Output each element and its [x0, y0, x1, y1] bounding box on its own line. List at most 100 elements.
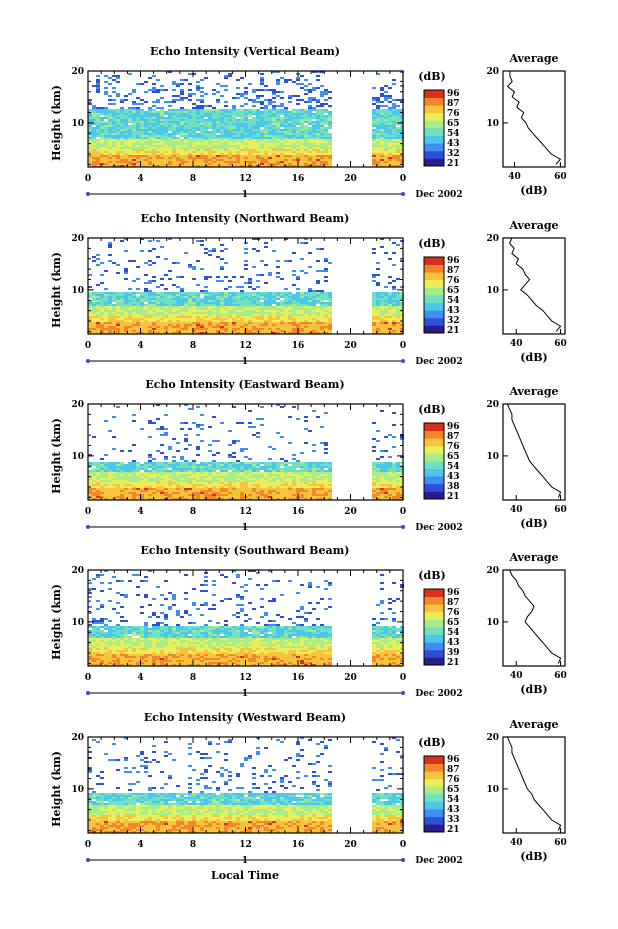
heatmap-cell — [372, 294, 376, 296]
heatmap-cell — [224, 117, 228, 119]
heatmap-cell — [240, 296, 244, 298]
heatmap-cell — [376, 159, 380, 161]
heatmap-cell — [100, 294, 104, 296]
heatmap-cell — [260, 139, 264, 141]
heatmap-cell — [168, 330, 172, 332]
heatmap-cell — [260, 308, 264, 310]
heatmap-cell — [176, 320, 180, 322]
heatmap-cell — [300, 131, 304, 133]
heatmap-cell — [308, 127, 312, 129]
heatmap-cell — [248, 312, 252, 314]
heatmap-cell — [396, 466, 400, 468]
heatmap-cell — [372, 316, 376, 318]
heatmap-cell — [260, 149, 264, 151]
heatmap-cell — [96, 304, 100, 306]
heatmap-cell — [324, 151, 328, 153]
heatmap-cell — [200, 316, 204, 318]
heatmap-cell — [184, 472, 188, 474]
heatmap-cell — [124, 143, 128, 145]
heatmap-cell — [212, 123, 216, 125]
heatmap-cell — [112, 448, 116, 450]
heatmap-cell — [316, 151, 320, 153]
heatmap-cell — [144, 123, 148, 125]
heatmap-cell — [224, 298, 228, 300]
heatmap-cell — [164, 332, 168, 334]
heatmap-cell — [184, 480, 188, 482]
heatmap-cell — [164, 428, 168, 430]
heatmap-cell — [308, 430, 312, 432]
heatmap-cell — [300, 470, 304, 472]
heatmap-cell — [112, 298, 116, 300]
heatmap-cell — [192, 314, 196, 316]
heatmap-cell — [88, 109, 92, 111]
heatmap-cell — [280, 328, 284, 330]
heatmap-cell — [284, 470, 288, 472]
heatmap-cell — [168, 294, 172, 296]
heatmap-cell — [248, 316, 252, 318]
heatmap-cell — [92, 119, 96, 121]
heatmap-cell — [132, 135, 136, 137]
heatmap-cell — [372, 304, 376, 306]
colorbar-tick-label: 43 — [447, 306, 460, 316]
heatmap-cell — [388, 159, 392, 161]
heatmap-cell — [376, 147, 380, 149]
heatmap-cell — [216, 308, 220, 310]
heatmap-cell — [292, 159, 296, 161]
heatmap-cell — [144, 330, 148, 332]
heatmap-cell — [396, 332, 400, 334]
heatmap-cell — [168, 448, 172, 450]
heatmap-cell — [196, 109, 200, 111]
heatmap-cell — [188, 149, 192, 151]
heatmap-cell — [88, 300, 92, 302]
heatmap-cell — [128, 464, 132, 466]
x-tick-label: 4 — [137, 174, 143, 184]
heatmap-cell — [188, 328, 192, 330]
heatmap-cell — [136, 113, 140, 115]
heatmap-cell — [284, 260, 288, 262]
heatmap-cell — [208, 250, 212, 252]
heatmap-cell — [144, 274, 148, 276]
heatmap-cell — [384, 137, 388, 139]
heatmap-cell — [152, 462, 156, 464]
heatmap-cell — [236, 332, 240, 334]
heatmap-cell — [200, 119, 204, 121]
heatmap-cell — [180, 145, 184, 147]
heatmap-cell — [120, 478, 124, 480]
heatmap-cell — [312, 472, 316, 474]
heatmap-cell — [136, 117, 140, 119]
heatmap-cell — [328, 302, 332, 304]
date-bar-end — [401, 192, 405, 196]
heatmap-cell — [136, 103, 140, 105]
heatmap-cell — [308, 326, 312, 328]
heatmap-cell — [164, 258, 168, 260]
heatmap-cell — [240, 304, 244, 306]
heatmap-cell — [392, 324, 396, 326]
heatmap-cell — [116, 406, 120, 408]
heatmap-cell — [304, 476, 308, 478]
heatmap-cell — [316, 125, 320, 127]
heatmap-cell — [176, 324, 180, 326]
heatmap-cell — [120, 143, 124, 145]
heatmap-cell — [196, 143, 200, 145]
heatmap-cell — [136, 109, 140, 111]
heatmap-cell — [120, 147, 124, 149]
heatmap-cell — [288, 304, 292, 306]
heatmap-cell — [244, 300, 248, 302]
heatmap-cell — [124, 304, 128, 306]
heatmap-cell — [196, 330, 200, 332]
heatmap-cell — [280, 304, 284, 306]
heatmap-cell — [276, 466, 280, 468]
heatmap-cell — [208, 157, 212, 159]
heatmap-cell — [152, 326, 156, 328]
heatmap-cell — [380, 300, 384, 302]
heatmap-cell — [96, 314, 100, 316]
heatmap-cell — [172, 438, 176, 440]
heatmap-cell — [384, 324, 388, 326]
heatmap-cell — [296, 298, 300, 300]
heatmap-cell — [112, 139, 116, 141]
heatmap-cell — [396, 111, 400, 113]
heatmap-cell — [396, 105, 400, 107]
heatmap-cell — [212, 147, 216, 149]
heatmap-cell — [96, 163, 100, 165]
heatmap-cell — [208, 316, 212, 318]
